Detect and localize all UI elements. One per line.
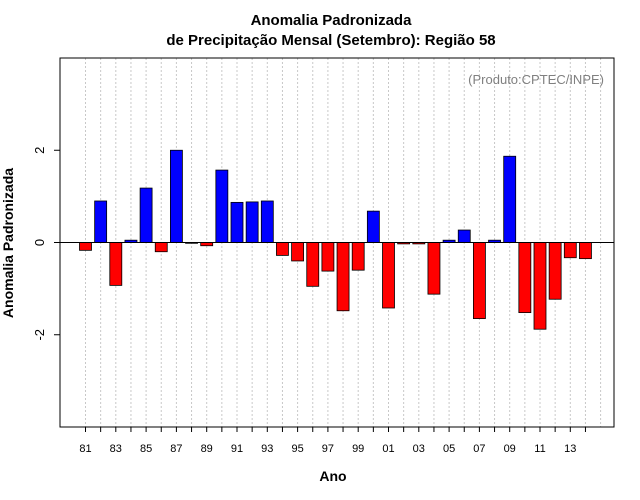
x-tick-label: 91	[231, 443, 243, 455]
bar-85	[139, 187, 153, 243]
bar-10	[518, 242, 532, 314]
bar-86	[154, 242, 168, 253]
bar-81	[79, 242, 92, 251]
bar-82	[94, 200, 108, 243]
bar-04	[427, 242, 441, 295]
bar-00	[366, 210, 380, 243]
x-tick-label: 97	[322, 443, 334, 455]
x-tick-label: 95	[291, 443, 303, 455]
x-tick-label: 11	[534, 443, 545, 455]
bar-13	[563, 242, 577, 259]
x-axis: 81 83 85 87 89 91 93 95 97 99 01 03 05 07 09 11 13	[79, 427, 586, 455]
y-axis-label: Anomalia Padronizada	[0, 168, 16, 318]
chart-title-line2: de Precipitação Mensal (Setembro): Regiã…	[166, 32, 495, 49]
x-tick-label: 05	[443, 443, 455, 455]
x-tick-label: 85	[140, 443, 152, 455]
bar-14	[579, 242, 592, 260]
x-tick-label: 09	[504, 443, 516, 455]
x-tick-label: 81	[79, 443, 91, 455]
bar-01	[382, 242, 395, 309]
x-tick-label: 07	[473, 443, 485, 455]
x-tick-label: 99	[352, 443, 364, 455]
bar-96	[306, 242, 320, 287]
y-tick-label: 0	[32, 239, 47, 246]
x-tick-label: 89	[201, 443, 213, 455]
bar-98	[336, 242, 350, 312]
bar-09	[503, 155, 517, 243]
bar-83	[109, 242, 123, 286]
bar-12	[548, 242, 562, 300]
bars	[79, 149, 592, 330]
bar-99	[351, 242, 365, 271]
bar-93	[260, 200, 274, 243]
bar-94	[276, 242, 289, 256]
x-tick-label: 93	[261, 443, 273, 455]
bar-95	[291, 242, 305, 262]
chart-annotation: (Produto:CPTEC/INPE)	[468, 72, 604, 87]
chart-title-line1: Anomalia Padronizada	[251, 12, 413, 29]
bar-97	[321, 242, 335, 272]
bar-87	[169, 149, 183, 243]
x-tick-label: 87	[170, 443, 182, 455]
bar-92	[245, 201, 259, 243]
y-axis: -2 0 2	[32, 147, 60, 341]
x-tick-label: 13	[564, 443, 576, 455]
x-tick-label: 01	[382, 443, 394, 455]
bar-06	[457, 229, 471, 243]
x-tick-label: 83	[110, 443, 122, 455]
y-tick-label: 2	[32, 147, 47, 154]
bar-90	[215, 169, 229, 243]
x-tick-label: 03	[413, 443, 425, 455]
x-axis-label: Ano	[319, 468, 346, 484]
y-tick-label: -2	[32, 329, 47, 341]
bar-91	[230, 201, 244, 243]
bar-07	[472, 242, 486, 320]
bar-11	[533, 242, 547, 330]
